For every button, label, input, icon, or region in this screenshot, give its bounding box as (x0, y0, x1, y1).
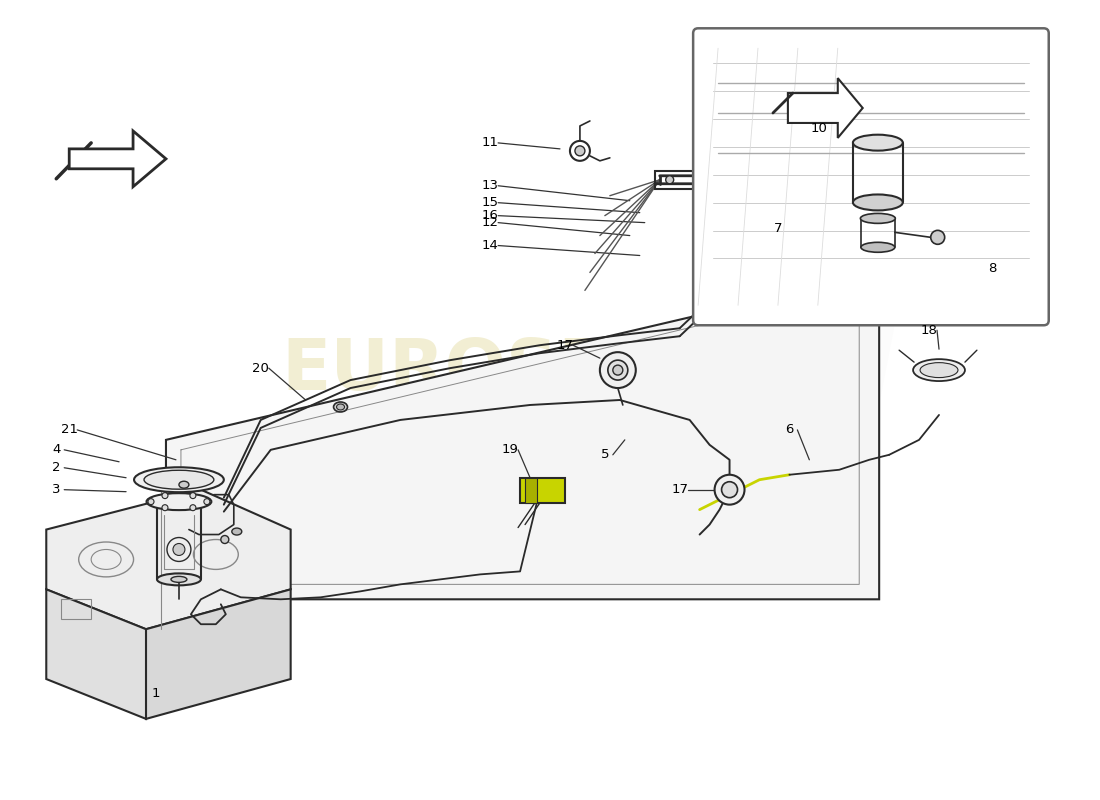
Circle shape (148, 498, 154, 505)
Circle shape (608, 360, 628, 380)
Bar (62, 599, 91, 619)
Ellipse shape (333, 402, 348, 412)
Text: M: M (729, 262, 909, 438)
Text: 12: 12 (482, 216, 498, 229)
Text: 19: 19 (502, 443, 518, 456)
FancyBboxPatch shape (693, 28, 1048, 326)
Text: 6: 6 (785, 423, 793, 436)
Circle shape (756, 176, 763, 184)
Ellipse shape (179, 482, 189, 488)
Text: 4: 4 (52, 443, 60, 456)
Text: 10: 10 (811, 122, 828, 135)
Circle shape (173, 543, 185, 555)
Text: 21: 21 (60, 423, 78, 436)
Text: 15: 15 (482, 196, 498, 209)
Ellipse shape (146, 493, 211, 510)
Circle shape (931, 230, 945, 244)
Ellipse shape (134, 467, 223, 492)
Circle shape (695, 176, 704, 184)
Ellipse shape (232, 528, 242, 535)
Polygon shape (46, 590, 146, 719)
Ellipse shape (157, 574, 201, 586)
Circle shape (575, 146, 585, 156)
Text: 20: 20 (252, 362, 270, 374)
Circle shape (204, 498, 210, 505)
Circle shape (722, 482, 737, 498)
Ellipse shape (170, 576, 187, 582)
Polygon shape (146, 590, 290, 719)
Text: EUROSPARES: EUROSPARES (282, 336, 818, 405)
Circle shape (666, 176, 673, 184)
Ellipse shape (852, 134, 903, 150)
Text: 2: 2 (52, 462, 60, 474)
Circle shape (162, 493, 168, 498)
Circle shape (828, 135, 840, 147)
Text: 17: 17 (557, 338, 573, 352)
Polygon shape (166, 310, 879, 599)
Text: 16: 16 (482, 209, 498, 222)
Circle shape (613, 365, 623, 375)
Bar (520, 478, 565, 502)
Ellipse shape (337, 404, 344, 410)
Circle shape (715, 474, 745, 505)
Ellipse shape (913, 359, 965, 381)
Polygon shape (46, 490, 290, 630)
Circle shape (162, 505, 168, 510)
Polygon shape (69, 131, 166, 186)
Text: 1: 1 (152, 687, 161, 701)
Text: 14: 14 (482, 239, 498, 252)
Circle shape (190, 493, 196, 498)
Text: 18: 18 (921, 324, 937, 337)
Circle shape (726, 176, 734, 184)
Text: 13: 13 (482, 179, 498, 192)
Ellipse shape (144, 470, 213, 489)
Circle shape (221, 535, 229, 543)
Bar (654, 170, 780, 189)
Text: 17: 17 (671, 483, 689, 496)
Ellipse shape (861, 242, 894, 252)
Text: 7: 7 (773, 222, 782, 235)
Ellipse shape (852, 194, 903, 210)
Text: 3: 3 (52, 483, 60, 496)
Circle shape (190, 505, 196, 510)
Ellipse shape (920, 362, 958, 378)
Bar (525, 478, 537, 502)
Ellipse shape (860, 214, 895, 223)
Text: 8: 8 (988, 262, 997, 275)
Polygon shape (788, 78, 862, 138)
Text: a passion for parts since 1985: a passion for parts since 1985 (385, 453, 654, 526)
Circle shape (600, 352, 636, 388)
Text: 11: 11 (482, 136, 498, 150)
Text: 5: 5 (601, 448, 609, 462)
